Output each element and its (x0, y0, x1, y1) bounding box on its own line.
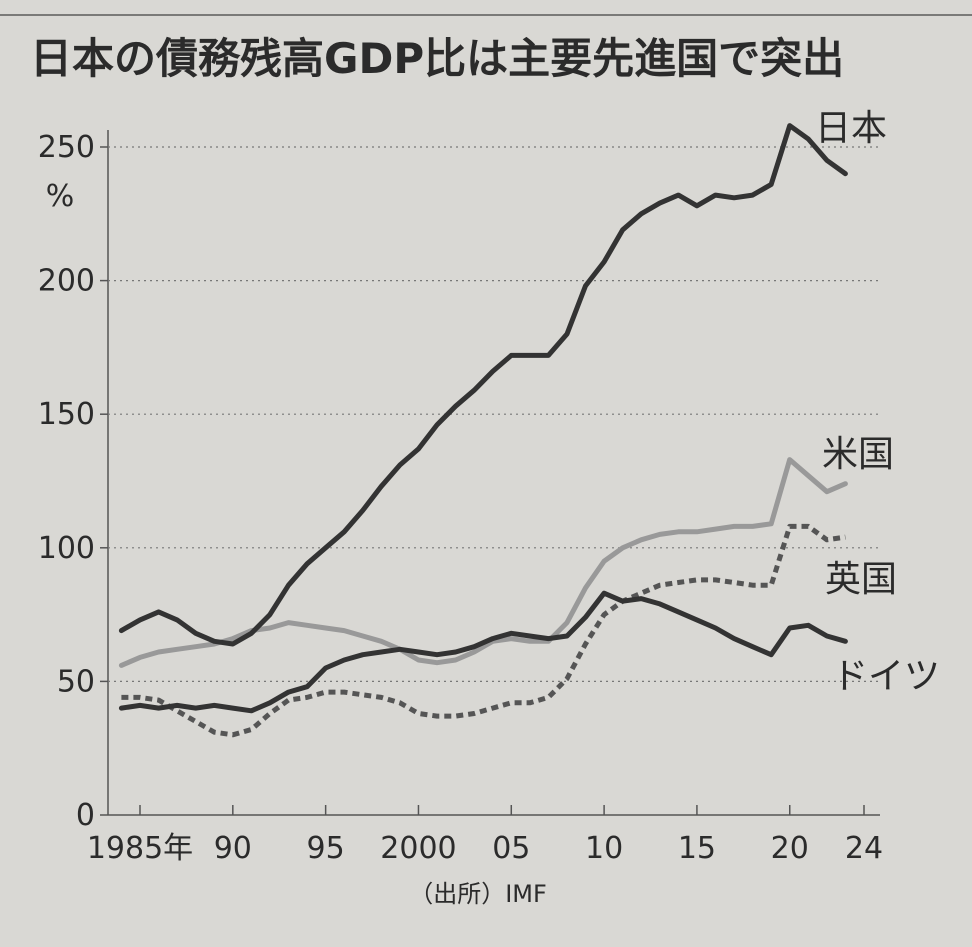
x-tick-label-2020: 20 (771, 831, 809, 866)
x-tick-label-1990: 90 (214, 831, 252, 866)
x-tick-label-2024: 24 (845, 831, 883, 866)
x-tick-labels: 1985年 90 95 2000 05 10 15 20 24 (87, 805, 883, 866)
y-tick-labels: 0 50 100 150 200 250 (38, 130, 95, 833)
x-tick-label-2005: 05 (492, 831, 530, 866)
series-label-usa: 米国 (822, 434, 894, 475)
series-line-germany (118, 590, 848, 714)
series-line-japan (118, 123, 848, 647)
y-tick-label-150: 150 (38, 397, 95, 432)
y-tick-label-200: 200 (38, 264, 95, 299)
series-line-usa (118, 457, 848, 668)
x-tick-label-2015: 15 (678, 831, 716, 866)
series-label-uk: 英国 (825, 559, 897, 600)
chart-title: 日本の債務残高GDP比は主要先進国で突出 (30, 34, 844, 83)
y-tick-label-0: 0 (76, 798, 95, 833)
y-tick-label-50: 50 (57, 664, 95, 699)
grid-layer (100, 146, 880, 816)
source-note: （出所）IMF (409, 880, 547, 908)
series-label-japan: 日本 (815, 108, 887, 149)
x-tick-label-1995: 95 (307, 831, 345, 866)
x-tick-label-2000: 2000 (380, 831, 456, 866)
y-axis-unit: % (46, 179, 75, 214)
series-lines (118, 123, 848, 738)
x-tick-label-1985: 1985年 (87, 831, 193, 866)
y-tick-label-100: 100 (38, 531, 95, 566)
series-label-germany: ドイツ (832, 656, 940, 697)
y-tick-label-250: 250 (38, 130, 95, 165)
x-tick-label-2010: 10 (585, 831, 623, 866)
series-line-uk (121, 523, 846, 738)
